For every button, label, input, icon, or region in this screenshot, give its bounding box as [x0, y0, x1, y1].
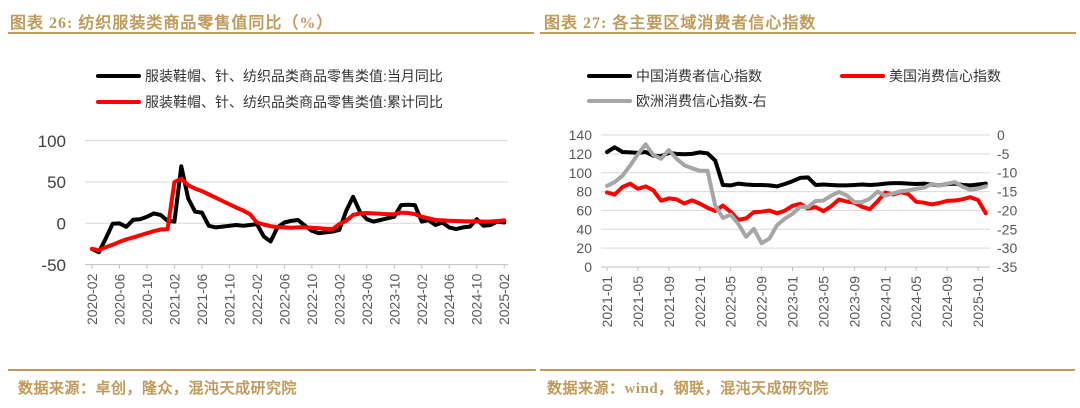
- x-axis-label: 2024-02: [414, 273, 430, 325]
- x-axis-label: 2021-10: [221, 273, 237, 325]
- legend-line-swatch: [96, 99, 141, 104]
- series-line-1: [605, 181, 988, 222]
- x-axis-label: 2024-06: [441, 273, 457, 325]
- x-axis-label: 2021-06: [194, 273, 210, 325]
- x-axis-label: 2025-01: [970, 276, 986, 328]
- legend-line-swatch: [96, 73, 141, 78]
- y-axis-label: 40: [576, 221, 592, 237]
- y-axis-label: 20: [576, 240, 592, 256]
- series-line-2: [605, 142, 988, 246]
- figure-27-title-rule: [540, 32, 1076, 34]
- x-axis-label: 2021-02: [166, 273, 182, 325]
- figure-26-panel: 图表 26: 纺织服装类商品零售值同比（%） 服装鞋帽、针、纺织品类商品零售类值…: [8, 15, 536, 397]
- x-axis-label: 2024-01: [877, 276, 893, 328]
- legend-item: 服装鞋帽、针、纺织品类商品零售类值:累计同比: [96, 92, 443, 111]
- legend-item: 中国消费者信心指数: [587, 66, 840, 85]
- x-axis-label: 2024-09: [939, 276, 955, 328]
- legend-label: 服装鞋帽、针、纺织品类商品零售类值:累计同比: [145, 93, 443, 110]
- x-axis-label: 2023-02: [331, 273, 347, 325]
- figure-27-panel: 图表 27: 各主要区域消费者信心指数 中国消费者信心指数 美国消费信心指数欧洲消…: [540, 0, 1080, 408]
- y-axis-label-right: -15: [997, 184, 1017, 200]
- figure-26-chart: 2020-02 2020-06 2020-10 2021-02 2021-06 2021-…: [38, 132, 513, 325]
- x-axis-label: 2024-05: [908, 276, 924, 328]
- x-axis-label: 2023-05: [815, 276, 831, 328]
- x-axis-label: 2021-01: [599, 276, 615, 328]
- x-axis-label: 2023-10: [386, 273, 402, 325]
- y-axis-label: 120: [569, 146, 593, 162]
- y-axis-label: 0: [57, 214, 66, 233]
- legend-label: 欧洲消费信心指数-右: [636, 92, 767, 109]
- figure-26-legend: 服装鞋帽、针、纺织品类商品零售类值:当月同比 服装鞋帽、针、纺织品类商品零售类值:…: [96, 66, 443, 111]
- x-axis-label: 2021-09: [661, 276, 677, 328]
- y-axis-label-right: -30: [997, 240, 1017, 256]
- y-axis-label-right: -5: [997, 146, 1010, 162]
- y-axis-label: -50: [41, 256, 66, 275]
- x-axis-label: 2022-10: [304, 273, 320, 325]
- x-axis-label: 2025-02: [496, 273, 512, 325]
- x-axis-label: 2022-05: [723, 276, 739, 328]
- x-axis-label: 2020-02: [84, 273, 100, 325]
- legend-label: 服装鞋帽、针、纺织品类商品零售类值:当月同比: [145, 67, 443, 84]
- y-axis-label: 140: [569, 127, 593, 143]
- legend-line-swatch: [840, 73, 885, 78]
- x-axis-label: 2023-06: [359, 273, 375, 325]
- x-axis-label: 2021-05: [630, 276, 646, 328]
- figure-26-source-rule: [8, 369, 536, 371]
- y-axis-label-right: 0: [997, 127, 1005, 143]
- y-axis-label: 0: [584, 259, 592, 275]
- legend-line-swatch: [587, 98, 632, 103]
- legend-item: 服装鞋帽、针、纺织品类商品零售类值:当月同比: [96, 66, 443, 85]
- y-axis-label: 80: [576, 184, 592, 200]
- x-axis-label: 2023-01: [785, 276, 801, 328]
- x-axis-label: 2022-01: [692, 276, 708, 328]
- figure-26-title: 图表 26: 纺织服装类商品零售值同比（%）: [10, 15, 334, 32]
- y-axis-label: 100: [38, 132, 66, 151]
- legend-item: 美国消费信心指数: [840, 66, 1001, 85]
- y-axis-label-right: -35: [997, 259, 1017, 275]
- legend-label: 中国消费者信心指数: [636, 67, 762, 84]
- legend-label: 美国消费信心指数: [889, 67, 1001, 84]
- y-axis-label: 60: [576, 202, 592, 218]
- series-line-0: [90, 164, 507, 255]
- series-line-1: [90, 176, 507, 253]
- figure-27-source: 数据来源：wind，钢联，混沌天成研究院: [547, 381, 829, 397]
- x-axis-label: 2022-06: [276, 273, 292, 325]
- legend-line-swatch: [587, 73, 632, 78]
- y-axis-label-right: -25: [997, 221, 1017, 237]
- y-axis-label-right: -10: [997, 165, 1017, 181]
- x-axis-label: 2020-10: [139, 273, 155, 325]
- x-axis-label: 2022-09: [754, 276, 770, 328]
- figure-26-title-rule: [8, 32, 534, 34]
- figure-27-title: 图表 27: 各主要区域消费者信心指数: [544, 15, 817, 32]
- x-axis-label: 2023-09: [846, 276, 862, 328]
- x-axis-label: 2022-02: [249, 273, 265, 325]
- x-axis-label: 2024-10: [469, 273, 485, 325]
- figure-27-source-rule: [540, 369, 1075, 371]
- figure-27-chart: 2021-01 2021-05 2021-09 2022-01 2022-05 2022-…: [569, 127, 1018, 328]
- x-axis-label: 2020-06: [111, 273, 127, 325]
- y-axis-label: 100: [569, 165, 593, 181]
- figure-27-legend: 中国消费者信心指数 美国消费信心指数欧洲消费信心指数-右: [587, 66, 1001, 110]
- legend-item: 欧洲消费信心指数-右: [587, 91, 840, 110]
- figure-26-source: 数据来源：卓创，隆众，混沌天成研究院: [18, 381, 298, 397]
- y-axis-label-right: -20: [997, 202, 1017, 218]
- y-axis-label: 50: [47, 173, 66, 192]
